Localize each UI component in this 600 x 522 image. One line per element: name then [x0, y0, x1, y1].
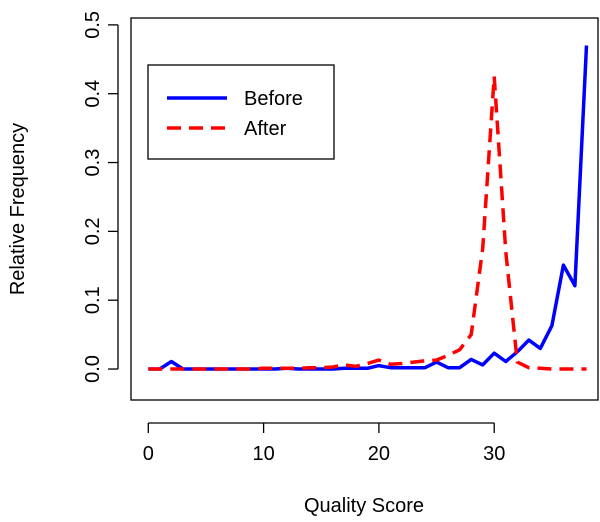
- legend-label-before: Before: [244, 88, 303, 110]
- legend-box: [147, 64, 335, 160]
- series-layer: [148, 45, 589, 371]
- series-line-after: [148, 74, 587, 371]
- y-axis-label: Relative Frequency: [7, 123, 29, 295]
- y-tick-label: 0.4: [82, 80, 104, 108]
- plot-frame: [130, 17, 599, 401]
- y-axis: 0.0 0.1 0.2 0.3 0.4 0.5: [82, 11, 119, 383]
- y-tick-label: 0.1: [82, 286, 104, 314]
- x-axis: 0 10 20 30: [143, 422, 505, 465]
- x-tick-label: 10: [252, 443, 274, 465]
- y-tick-label: 0.3: [82, 149, 104, 177]
- x-tick-label: 30: [483, 443, 505, 465]
- legend-label-after: After: [244, 118, 287, 140]
- y-tick-label: 0.5: [82, 11, 104, 39]
- y-tick-label: 0.0: [82, 355, 104, 383]
- x-axis-label: Quality Score: [304, 495, 424, 517]
- y-tick-label: 0.2: [82, 217, 104, 245]
- legend: Before After: [147, 64, 335, 160]
- x-tick-label: 0: [143, 443, 154, 465]
- x-tick-label: 20: [368, 443, 390, 465]
